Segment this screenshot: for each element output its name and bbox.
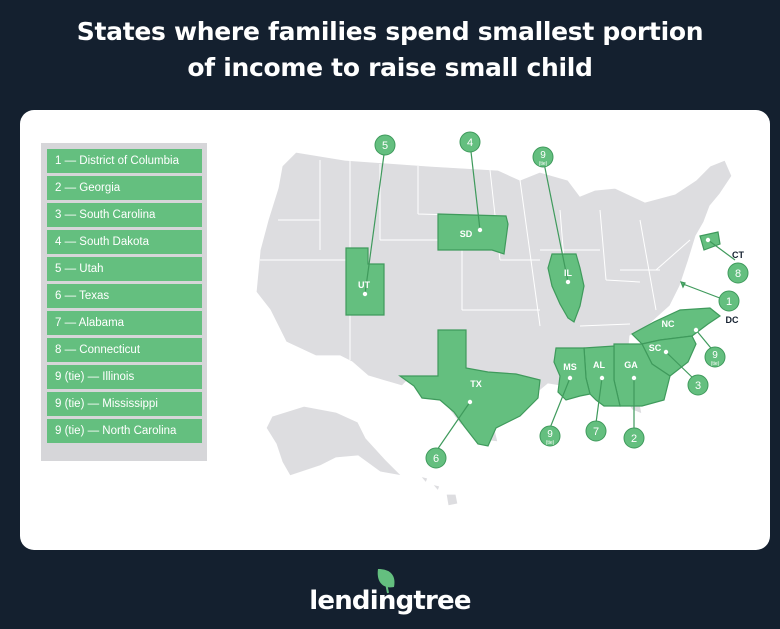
svg-text:9: 9 — [540, 150, 546, 161]
svg-text:9: 9 — [547, 429, 553, 440]
label-tx: TX — [470, 379, 482, 389]
legend-item: 6 — Texas — [47, 284, 202, 308]
marker-ct — [705, 237, 711, 243]
label-al: AL — [593, 360, 605, 370]
label-sd: SD — [460, 229, 473, 239]
marker-nc — [693, 327, 699, 333]
state-utah — [345, 247, 385, 316]
svg-text:6: 6 — [433, 453, 439, 465]
label-il: IL — [564, 268, 573, 278]
badge-al: 7 — [585, 420, 607, 442]
badge-sc: 3 — [687, 374, 709, 396]
badge-tx: 6 — [425, 447, 447, 469]
badge-sd: 4 — [459, 131, 481, 153]
marker-sc — [663, 349, 669, 355]
svg-text:7: 7 — [593, 426, 599, 438]
legend-item: 7 — Alabama — [47, 311, 202, 335]
svg-text:2: 2 — [631, 433, 637, 445]
svg-text:3: 3 — [695, 380, 701, 392]
state-markers — [362, 227, 711, 405]
label-ms: MS — [563, 362, 577, 372]
legend-item: 1 — District of Columbia — [47, 149, 202, 173]
svg-text:4: 4 — [467, 137, 473, 149]
svg-text:8: 8 — [735, 268, 741, 280]
badge-ct: 8 — [727, 262, 749, 284]
svg-text:(tie): (tie) — [711, 361, 720, 367]
svg-text:1: 1 — [726, 296, 732, 308]
label-ut: UT — [358, 280, 370, 290]
badge-ut: 5 — [374, 134, 396, 156]
marker-ga — [631, 375, 637, 381]
marker-al — [599, 375, 605, 381]
marker-il — [565, 279, 571, 285]
badge-ms: 9(tie) — [539, 425, 561, 447]
badge-il: 9(tie) — [532, 146, 554, 168]
label-dc: DC — [726, 315, 739, 325]
legend-item: 5 — Utah — [47, 257, 202, 281]
svg-text:(tie): (tie) — [546, 440, 555, 446]
lendingtree-logo: lendingtree — [309, 569, 472, 616]
us-map: UT SD IL NC SC GA AL MS TX CT DC 5 4 9(t… — [255, 131, 749, 507]
page-title: States where families spend smallest por… — [0, 14, 780, 86]
brand-wordmark: lendingtree — [309, 586, 471, 616]
leaf-icon — [377, 569, 395, 594]
legend-item: 4 — South Dakota — [47, 230, 202, 254]
badge-ga: 2 — [623, 427, 645, 449]
label-ga: GA — [624, 360, 638, 370]
highlighted-states — [345, 213, 722, 447]
marker-ms — [567, 375, 573, 381]
label-nc: NC — [662, 319, 675, 329]
state-illinois — [547, 253, 585, 323]
map-panel: 1 — District of Columbia 2 — Georgia 3 —… — [20, 110, 770, 550]
state-mississippi — [553, 347, 591, 401]
rank-badges: 5 4 9(tie) 8 1 9(tie) 3 2 7 9(tie) 6 — [374, 131, 749, 469]
marker-tx — [467, 399, 473, 405]
legend-item: 8 — Connecticut — [47, 338, 202, 362]
badge-dc: 1 — [718, 290, 740, 312]
legend-item: 3 — South Carolina — [47, 203, 202, 227]
label-sc: SC — [649, 343, 662, 353]
title-line-2: of income to raise small child — [187, 53, 593, 82]
svg-text:9: 9 — [712, 350, 718, 361]
brand-footer: lendingtree — [0, 567, 780, 617]
callout-lines — [364, 142, 736, 451]
marker-sd — [477, 227, 483, 233]
state-texas — [398, 329, 541, 447]
legend-item: 9 (tie) — Illinois — [47, 365, 202, 389]
marker-ut — [362, 291, 368, 297]
ranking-legend: 1 — District of Columbia 2 — Georgia 3 —… — [41, 143, 207, 461]
state-south-dakota — [437, 213, 509, 255]
legend-item: 9 (tie) — Mississippi — [47, 392, 202, 416]
state-labels: UT SD IL NC SC GA AL MS TX CT DC — [358, 229, 744, 389]
label-ct: CT — [732, 250, 744, 260]
legend-item: 2 — Georgia — [47, 176, 202, 200]
svg-text:(tie): (tie) — [539, 161, 548, 167]
title-line-1: States where families spend smallest por… — [76, 17, 704, 46]
svg-text:5: 5 — [382, 140, 388, 152]
legend-item: 9 (tie) — North Carolina — [47, 419, 202, 443]
badge-nc: 9(tie) — [704, 346, 726, 368]
